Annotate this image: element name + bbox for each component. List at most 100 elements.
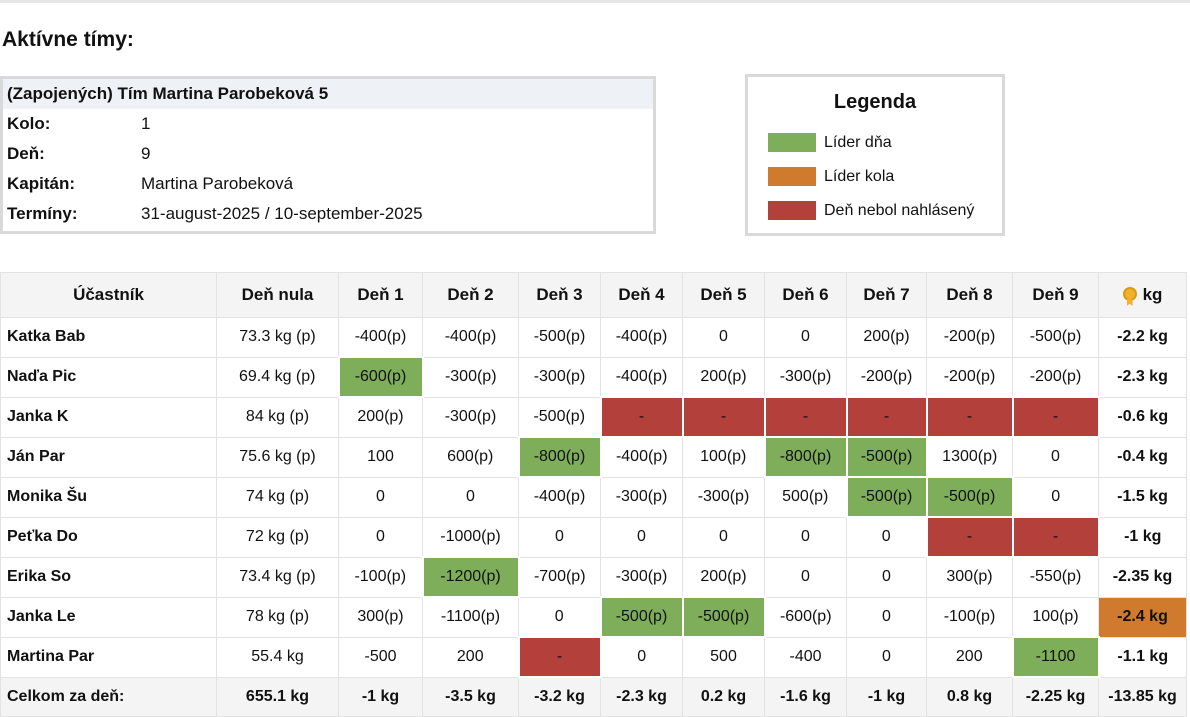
footer-day-total: -2.3 kg <box>600 676 683 717</box>
info-label: Kapitán: <box>7 174 75 193</box>
info-row-day: Deň: 9 <box>3 139 653 169</box>
footer-day-total: 0.2 kg <box>682 676 765 717</box>
column-header[interactable]: Deň 6 <box>764 272 847 318</box>
day-cell: -200(p) <box>926 317 1013 358</box>
total-cell: -0.4 kg <box>1098 436 1187 478</box>
participant-name[interactable]: Peťka Do <box>0 516 217 558</box>
info-label: Kolo: <box>7 114 51 133</box>
day-cell: 500(p) <box>764 476 847 518</box>
day-cell: - <box>925 396 1014 438</box>
footer-day-total: 0.8 kg <box>926 676 1013 717</box>
day-zero-cell: 69.4 kg (p) <box>216 356 339 398</box>
legend-title: Legenda <box>833 91 917 113</box>
info-label: Deň: <box>7 144 45 163</box>
day-cell: -200(p) <box>846 356 927 398</box>
table-row: Katka Bab 73.3 kg (p) -400(p) -400(p) -500(p… <box>0 317 1187 358</box>
day-cell: 100(p) <box>1012 596 1099 638</box>
column-header[interactable]: Deň 8 <box>926 272 1013 318</box>
day-cell: 0 <box>1012 476 1099 518</box>
table-row: Janka Le 78 kg (p) 300(p) -1100(p) 0 -500(p) -… <box>0 596 1187 638</box>
total-cell: -2.3 kg <box>1098 356 1187 398</box>
day-cell: -1100 <box>1011 636 1100 678</box>
team-title: (Zapojených) Tím Martina Parobeková 5 <box>3 79 653 109</box>
day-cell: 0 <box>764 516 847 558</box>
day-cell: -100(p) <box>338 556 423 598</box>
total-cell: -2.2 kg <box>1098 317 1187 358</box>
column-header-total[interactable]: kg <box>1098 272 1187 318</box>
footer-day-total: -3.2 kg <box>518 676 601 717</box>
day-cell: -1000(p) <box>422 516 519 558</box>
column-header[interactable]: Účastník <box>0 272 217 318</box>
column-header[interactable]: Deň 9 <box>1012 272 1099 318</box>
info-row-round: Kolo: 1 <box>3 109 653 139</box>
day-cell: 200 <box>422 636 519 678</box>
participant-name[interactable]: Katka Bab <box>0 317 217 358</box>
participant-name[interactable]: Naďa Pic <box>0 356 217 398</box>
legend-item-not-reported: Deň nebol nahlásený <box>768 199 974 223</box>
column-header[interactable]: Deň nula <box>216 272 339 318</box>
participant-name[interactable]: Janka Le <box>0 596 217 638</box>
column-header[interactable]: Deň 2 <box>422 272 519 318</box>
day-cell: -400(p) <box>518 476 601 518</box>
column-header[interactable]: Deň 5 <box>682 272 765 318</box>
column-header[interactable]: Deň 4 <box>600 272 683 318</box>
day-cell: 0 <box>338 476 423 518</box>
day-cell: -500(p) <box>599 596 684 638</box>
day-cell: 0 <box>764 556 847 598</box>
day-cell: -1100(p) <box>422 596 519 638</box>
participant-name[interactable]: Monika Šu <box>0 476 217 518</box>
day-zero-cell: 73.3 kg (p) <box>216 317 339 358</box>
day-cell: -400(p) <box>600 356 683 398</box>
column-header[interactable]: Deň 7 <box>846 272 927 318</box>
day-cell: 0 <box>600 636 683 678</box>
day-cell: - <box>925 516 1014 558</box>
day-cell: - <box>681 396 766 438</box>
footer-grand-total: -13.85 kg <box>1098 676 1187 717</box>
column-header[interactable]: Deň 3 <box>518 272 601 318</box>
total-header-label: kg <box>1142 285 1163 304</box>
total-cell: -2.35 kg <box>1098 556 1187 598</box>
footer-day-total: -3.5 kg <box>422 676 519 717</box>
day-zero-cell: 55.4 kg <box>216 636 339 678</box>
footer-day-total: -2.25 kg <box>1012 676 1099 717</box>
day-cell: - <box>1011 396 1100 438</box>
day-cell: 200(p) <box>338 396 423 438</box>
legend-swatch <box>768 167 816 187</box>
results-table: Účastník Deň nula Deň 1 Deň 2 Deň 3 Deň … <box>0 272 1187 717</box>
day-cell: 500 <box>682 636 765 678</box>
column-header[interactable]: Deň 1 <box>338 272 423 318</box>
total-cell: -1 kg <box>1098 516 1187 558</box>
legend-label: Deň nebol nahlásený <box>824 202 975 219</box>
day-zero-cell: 75.6 kg (p) <box>216 436 339 478</box>
day-zero-cell: 74 kg (p) <box>216 476 339 518</box>
day-cell: 600(p) <box>422 436 519 478</box>
legend-item-round-leader: Líder kola <box>768 165 894 189</box>
table-row: Erika So 73.4 kg (p) -100(p) -1200(p) -700(p… <box>0 556 1187 598</box>
footer-day-total: -1 kg <box>338 676 423 717</box>
legend-swatch <box>768 133 816 153</box>
day-cell: 0 <box>338 516 423 558</box>
day-cell: 0 <box>846 516 927 558</box>
day-cell: 300(p) <box>926 556 1013 598</box>
table-row: Janka K 84 kg (p) 200(p) -300(p) -500(p) - - - -… <box>0 396 1187 438</box>
day-cell: -500(p) <box>845 436 928 478</box>
day-zero-cell: 72 kg (p) <box>216 516 339 558</box>
participant-name[interactable]: Janka K <box>0 396 217 438</box>
participant-name[interactable]: Martina Par <box>0 636 217 678</box>
footer-day-total: -1.6 kg <box>764 676 847 717</box>
day-zero-cell: 73.4 kg (p) <box>216 556 339 598</box>
footer-day-total: -1 kg <box>846 676 927 717</box>
table-row: Monika Šu 74 kg (p) 0 0 -400(p) -300(p) -300(p… <box>0 476 1187 518</box>
legend-label: Líder dňa <box>824 134 892 151</box>
day-cell: -1200(p) <box>421 556 520 598</box>
day-cell: -800(p) <box>517 436 602 478</box>
participant-name[interactable]: Erika So <box>0 556 217 598</box>
day-cell: - <box>517 636 602 678</box>
participant-name[interactable]: Ján Par <box>0 436 217 478</box>
day-cell: 0 <box>846 636 927 678</box>
total-cell: -2.4 kg <box>1098 596 1187 638</box>
day-cell: 0 <box>422 476 519 518</box>
info-value: Martina Parobeková <box>141 174 294 193</box>
day-cell: -500(p) <box>845 476 928 518</box>
day-cell: 0 <box>518 596 601 638</box>
